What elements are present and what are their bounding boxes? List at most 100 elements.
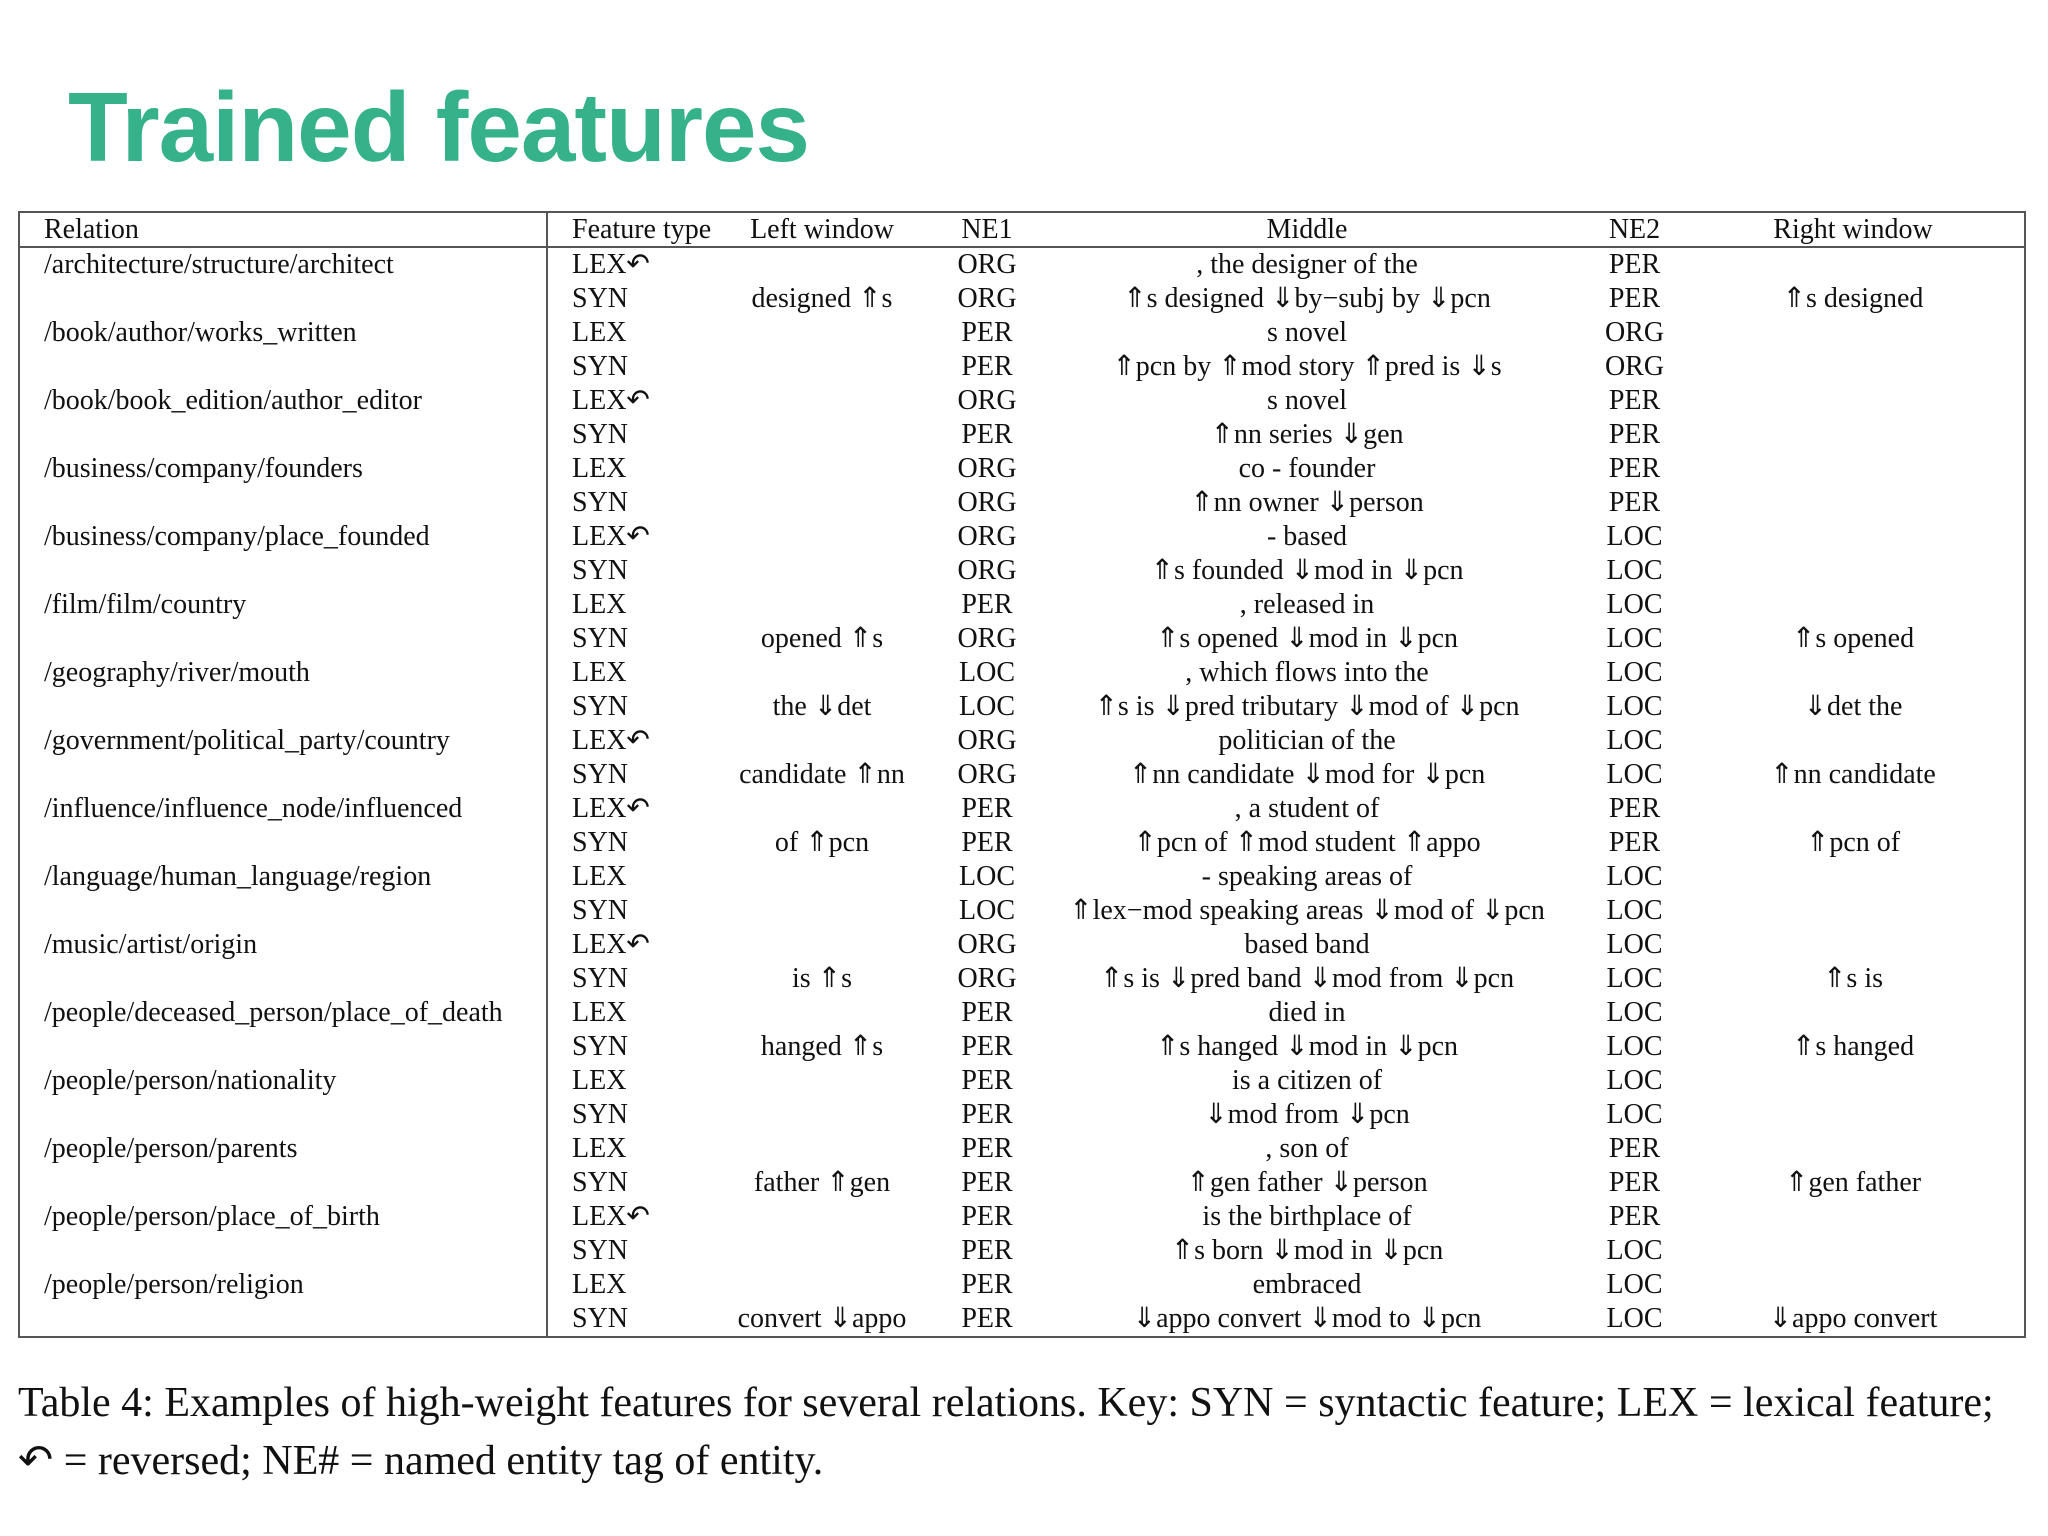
right-window-cell [1682,588,2025,622]
left-window-cell: convert ⇓appo [737,1303,907,1334]
middle-cell: ⇑nn candidate ⇓mod for ⇓pcn [1128,759,1486,790]
feature-type-cell: LEX↶ [572,725,650,756]
ne2-cell: LOC [1606,861,1663,892]
ne2-cell: PER [1608,827,1661,858]
table-row: SYN the ⇓det LOC ⇑s is ⇓pred tributary ⇓mod… [19,690,2025,724]
relation-cell: /business/company/place_founded [19,520,548,554]
right-window-cell: ⇑nn candidate [1770,759,1936,790]
middle-cell: , a student of [1234,793,1380,824]
middle-cell: , son of [1265,1133,1349,1164]
table-row: SYN convert ⇓appo PER ⇓appo convert ⇓mod to… [19,1302,2025,1337]
left-window-cell [697,724,947,758]
slide-title: Trained features [68,72,810,182]
ne1-cell: ORG [957,453,1017,484]
table-row: /architecture/structure/architect LEX↶ ORG… [19,247,2025,282]
ne2-cell: PER [1608,793,1661,824]
header-ne2: NE2 [1587,212,1682,248]
ne1-cell: PER [961,1065,1013,1096]
ne2-cell: ORG [1604,317,1665,348]
ne1-cell: LOC [959,691,1015,722]
feature-type-cell: SYN [572,691,629,722]
right-window-cell: ⇑s designed [1782,283,1924,314]
ne1-cell: PER [961,997,1013,1028]
table-row: SYN ORG ⇑nn owner ⇓person PER [19,486,2025,520]
ne1-cell: LOC [959,861,1015,892]
middle-cell: ⇓appo convert ⇓mod to ⇓pcn [1132,1303,1482,1334]
middle-cell: ⇑s is ⇓pred tributary ⇓mod of ⇓pcn [1094,691,1520,722]
feature-type-cell: LEX [572,1065,627,1096]
table-row: /people/person/place_of_birth LEX↶ PER is t… [19,1200,2025,1234]
feature-type-cell: LEX [572,657,627,688]
ne2-cell: PER [1608,419,1661,450]
ne2-cell: PER [1608,283,1661,314]
ne2-cell: PER [1608,1133,1661,1164]
left-window-cell: of ⇑pcn [774,827,870,858]
relation-cell: /people/person/nationality [19,1064,548,1098]
middle-cell: , released in [1239,589,1375,620]
middle-cell: ⇑s designed ⇓by−subj by ⇓pcn [1123,283,1491,314]
middle-cell: embraced [1252,1269,1362,1300]
relation-cell [19,486,548,520]
table-row: /book/author/works_written LEX PER s novel O… [19,316,2025,350]
left-window-cell [697,554,947,588]
right-window-cell [1682,1268,2025,1302]
feature-type-cell: SYN [572,623,629,654]
left-window-cell: candidate ⇑nn [739,759,905,790]
left-window-cell [697,928,947,962]
middle-cell: ⇑s founded ⇓mod in ⇓pcn [1150,555,1464,586]
ne2-cell: LOC [1606,555,1663,586]
middle-cell: died in [1268,997,1346,1028]
ne2-cell: LOC [1606,1065,1663,1096]
ne2-cell: LOC [1606,691,1663,722]
right-window-cell [1682,656,2025,690]
middle-cell: ⇓mod from ⇓pcn [1204,1099,1410,1130]
ne2-cell: LOC [1606,589,1663,620]
relation-cell: /book/book_edition/author_editor [19,384,548,418]
ne2-cell: PER [1608,249,1661,280]
feature-type-cell: SYN [572,1099,629,1130]
header-right-window: Right window [1682,212,2025,248]
table-row: SYN ORG ⇑s founded ⇓mod in ⇓pcn LOC [19,554,2025,588]
right-window-cell [1682,724,2025,758]
feature-type-cell: SYN [572,1167,629,1198]
header-ne1: NE1 [947,212,1027,248]
middle-cell: - speaking areas of [1201,861,1413,892]
feature-type-cell: SYN [572,759,629,790]
left-window-cell [697,520,947,554]
right-window-cell [1682,554,2025,588]
ne1-cell: ORG [957,283,1017,314]
feature-type-cell: LEX↶ [572,1201,650,1232]
middle-cell: based band [1244,929,1370,960]
ne2-cell: ORG [1604,351,1665,382]
right-window-cell [1682,316,2025,350]
left-window-cell [697,350,947,384]
relation-cell [19,1030,548,1064]
feature-type-cell: LEX [572,861,627,892]
ne2-cell: LOC [1606,657,1663,688]
left-window-cell [697,1132,947,1166]
feature-type-cell: LEX [572,453,627,484]
ne1-cell: ORG [957,385,1017,416]
right-window-cell [1682,928,2025,962]
feature-type-cell: SYN [572,1031,629,1062]
ne1-cell: PER [961,1031,1013,1062]
middle-cell: ⇑s hanged ⇓mod in ⇓pcn [1155,1031,1459,1062]
right-window-cell [1682,520,2025,554]
ne2-cell: PER [1608,1201,1661,1232]
right-window-cell [1682,418,2025,452]
right-window-cell: ⇑gen father [1784,1167,1922,1198]
left-window-cell: opened ⇑s [760,623,884,654]
relation-cell: /geography/river/mouth [19,656,548,690]
right-window-cell [1682,350,2025,384]
middle-cell: s novel [1266,317,1348,348]
ne1-cell: PER [961,1201,1013,1232]
right-window-cell [1682,1132,2025,1166]
right-window-cell [1682,1200,2025,1234]
feature-type-cell: SYN [572,1235,629,1266]
relation-cell [19,962,548,996]
middle-cell: is the birthplace of [1202,1201,1412,1232]
relation-cell: /influence/influence_node/influenced [19,792,548,826]
right-window-cell [1682,452,2025,486]
relation-cell [19,554,548,588]
middle-cell: ⇑s opened ⇓mod in ⇓pcn [1155,623,1459,654]
